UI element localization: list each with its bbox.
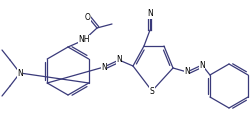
Text: N: N <box>116 55 121 65</box>
Text: N: N <box>146 10 152 19</box>
Text: N: N <box>198 61 204 70</box>
Text: NH: NH <box>78 36 90 44</box>
Text: N: N <box>101 63 106 72</box>
Text: N: N <box>17 69 23 78</box>
Text: N: N <box>184 67 189 76</box>
Text: O: O <box>85 13 90 21</box>
Text: S: S <box>149 86 154 95</box>
